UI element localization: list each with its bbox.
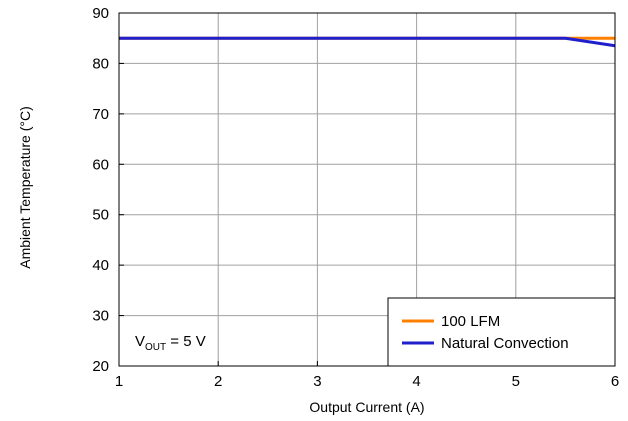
y-tick-label: 40 xyxy=(92,257,109,274)
legend-box xyxy=(387,297,616,367)
legend: 100 LFM Natural Convection xyxy=(387,297,616,367)
x-tick-label: 5 xyxy=(512,373,520,390)
tick-layer: 1 2 3 4 5 6 20 30 40 50 60 70 80 90 xyxy=(92,5,619,390)
x-tick-label: 3 xyxy=(313,373,321,390)
y-tick-label: 20 xyxy=(92,358,109,375)
y-tick-label: 70 xyxy=(92,106,109,123)
x-tick-label: 1 xyxy=(115,373,123,390)
grid-layer xyxy=(119,13,615,366)
y-tick-label: 60 xyxy=(92,156,109,173)
series-line-natural-convection xyxy=(119,36,616,48)
series-layer xyxy=(119,36,616,48)
annotation-subscript: OUT xyxy=(145,342,166,353)
annotation-rest: = 5 V xyxy=(166,333,206,350)
x-axis-title: Output Current (A) xyxy=(309,399,424,415)
x-tick-label: 2 xyxy=(214,373,222,390)
y-tick-label: 80 xyxy=(92,55,109,72)
y-tick-label: 90 xyxy=(92,5,109,22)
y-tick-label: 30 xyxy=(92,308,109,325)
y-tick-label: 50 xyxy=(92,207,109,224)
annotation-main: V xyxy=(135,333,145,350)
plot-frame xyxy=(118,12,616,367)
x-tick-label: 4 xyxy=(412,373,420,390)
x-tick-label: 6 xyxy=(611,373,619,390)
legend-items: 100 LFM Natural Convection xyxy=(402,313,569,352)
legend-label: 100 LFM xyxy=(441,313,500,330)
legend-label: Natural Convection xyxy=(441,335,569,352)
y-axis-title: Ambient Temperature (°C) xyxy=(17,106,33,269)
vout-annotation: VOUT = 5 V xyxy=(135,333,206,353)
